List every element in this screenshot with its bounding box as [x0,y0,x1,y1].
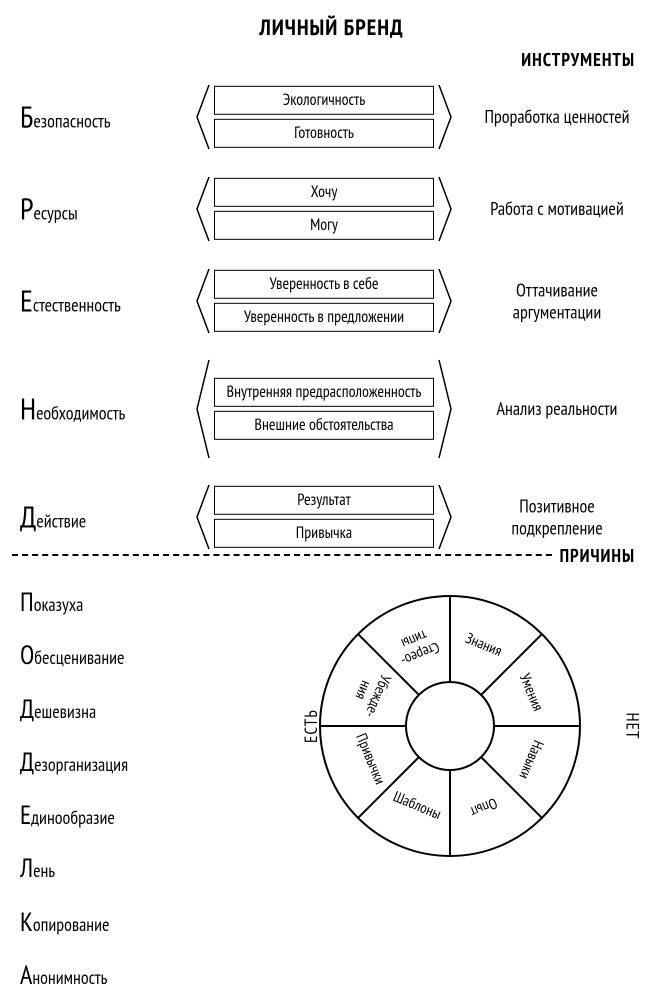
acronym-word: Ресурсы [20,190,190,229]
poddelka-item: Единообразие [20,789,128,842]
wheel-segment-label: Знания [462,629,504,661]
acronym-rest: опирование [33,913,110,936]
acronym-rest: ешевизна [34,700,96,723]
wheel-segment-label: Привычки [351,731,389,788]
acronym-rest: стественность [33,294,121,317]
wheel-svg: Знания Умения Навыки Опыт ШаблоныПривычки Убе… [300,576,600,876]
tool-label: Проработка ценностей [472,106,642,128]
brend-rows: Безопасность Экологичность Готовность Прора… [0,78,663,570]
acronym-rest: езорганизация [34,753,128,776]
wheel-segment-label: Убежде-ния [346,666,395,721]
acronym-cap: Н [20,390,36,429]
component-box: Результат [214,486,434,515]
brend-row: ЕстественностьУверенность в себеУверенно… [0,262,663,340]
acronym-cap: Б [20,98,33,137]
component-box: Внешние обстоятельства [214,411,434,440]
svg-text:Шаблоны: Шаблоны [390,787,444,824]
component-box: Готовность [214,119,434,148]
component-boxes: Результат Привычка [214,482,434,552]
acronym-cap: К [20,906,33,939]
brend-row: Безопасность Экологичность Готовность Прора… [0,78,663,156]
acronym-rest: еобходимость [36,402,125,425]
causes-header: ПРИЧИНЫ [552,544,635,567]
poddelka-item: Показуха [20,576,128,629]
component-box: Экологичность [214,86,434,115]
poddelka-item: Обесценивание [20,629,128,682]
acronym-cap: Д [20,498,36,537]
acronym-cap: Е [20,282,33,321]
wheel-label-right: НЕТ [621,712,643,739]
poddelka-list: ПоказухаОбесцениваниеДешевизнаДезорганиз… [20,576,128,1002]
svg-text:Навыки: Навыки [515,737,548,782]
acronym-cap: Д [20,746,34,779]
wheel-section: ЕСТЬ Знания Умения Навыки Опыт ШаблоныПривыч… [300,576,640,876]
acronym-rest: нонимность [32,966,107,989]
component-box: Могу [214,211,434,240]
tool-label: Анализ реальности [472,398,642,420]
svg-text:Умения: Умения [515,671,548,715]
component-box: Хочу [214,178,434,207]
poddelka-item: Дезорганизация [20,736,128,789]
component-box: Уверенность в себе [214,270,434,299]
component-box: Уверенность в предложении [214,303,434,332]
component-boxes: Экологичность Готовность [214,82,434,152]
component-boxes: Уверенность в себе Уверенность в предложе… [214,266,434,336]
divider [12,554,572,556]
acronym-cap: Е [20,799,31,832]
component-box: Привычка [214,519,434,548]
acronym-word: Естественность [20,282,190,321]
svg-text:Знания: Знания [462,629,504,661]
wheel-segment-label: Шаблоны [390,787,444,824]
svg-text:Опыт: Опыт [467,793,500,821]
brend-row: Ресурсы Хочу Могу Работа с мотивацией [0,170,663,248]
tool-label: Позитивное подкрепление [472,495,642,538]
acronym-rest: ействие [36,510,86,533]
poddelka-item: Анонимность [20,949,128,1002]
page-title: ЛИЧНЫЙ БРЕНД [0,0,663,42]
acronym-cap: Л [20,852,33,885]
brend-row: Необходимость Внутренняя предрасположенно… [0,354,663,464]
poddelka-item: Лень [20,842,128,895]
acronym-cap: А [20,959,32,992]
acronym-cap: Д [20,693,34,726]
component-boxes: Внутренняя предрасположенность Внешние об… [214,374,434,444]
acronym-rest: есурсы [34,202,78,225]
poddelka-item: Копирование [20,896,128,949]
wheel-segment-label: Навыки [515,737,548,782]
acronym-rest: езопасность [33,110,110,133]
tool-label: Работа с мотивацией [472,198,642,220]
component-boxes: Хочу Могу [214,174,434,244]
wheel-segment-label: Опыт [467,793,500,821]
wheel-segment-label: Умения [515,671,548,715]
tools-header: ИНСТРУМЕНТЫ [521,48,635,71]
acronym-rest: ень [33,859,55,882]
acronym-word: Необходимость [20,390,190,429]
wheel-segment-label: Стерео-типы [392,623,443,671]
acronym-rest: бесценивание [34,646,124,669]
acronym-word: Безопасность [20,98,190,137]
acronym-cap: П [20,586,34,619]
acronym-cap: О [20,639,34,672]
acronym-rest: оказуха [34,593,84,616]
wheel-label-left: ЕСТЬ [300,709,322,743]
acronym-rest: динообразие [31,806,115,829]
component-box: Внутренняя предрасположенность [214,378,434,407]
acronym-cap: Р [20,190,34,229]
poddelka-item: Дешевизна [20,683,128,736]
tool-label: Оттачивание аргументации [472,279,642,322]
svg-text:Привычки: Привычки [351,731,389,788]
acronym-word: Действие [20,498,190,537]
